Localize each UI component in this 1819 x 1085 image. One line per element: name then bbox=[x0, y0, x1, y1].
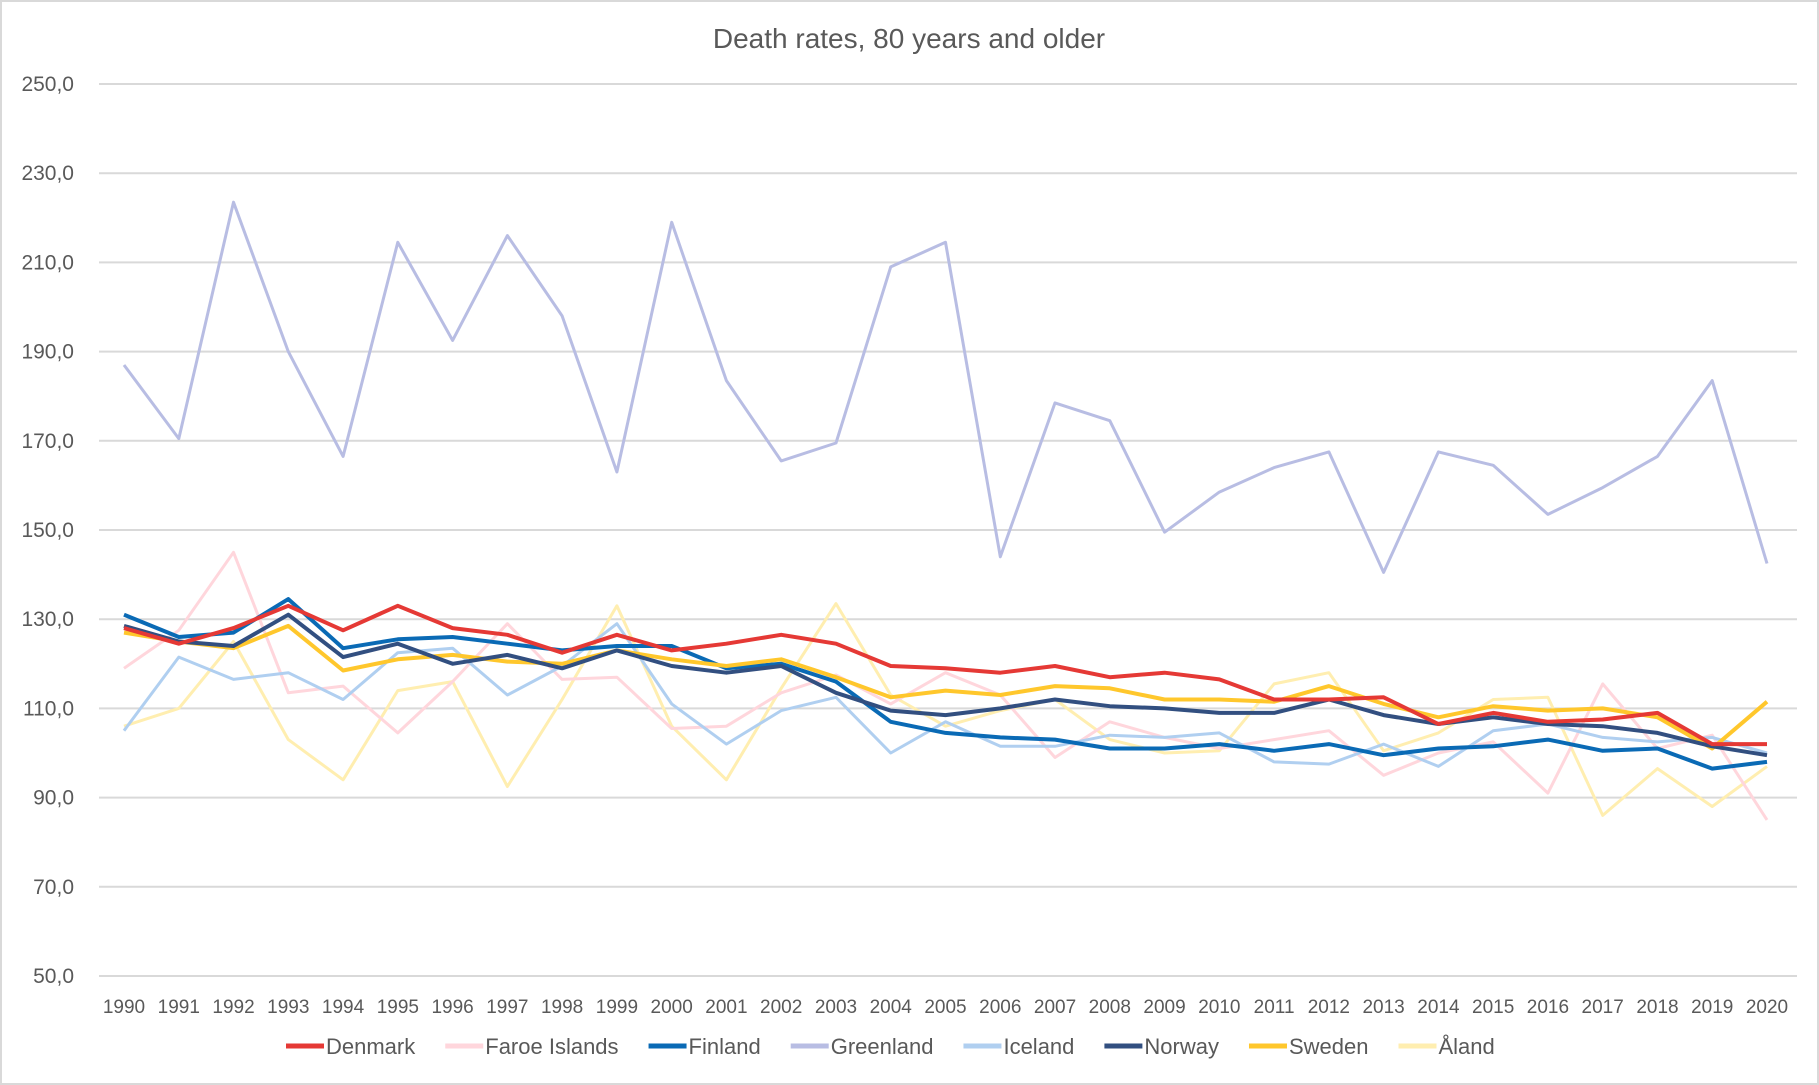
gridlines bbox=[99, 83, 1797, 977]
x-tick-label: 2019 bbox=[1691, 997, 1733, 1018]
x-tick-label: 2002 bbox=[760, 997, 802, 1018]
y-tick-label: 250,0 bbox=[21, 73, 74, 96]
x-tick-label: 1993 bbox=[267, 997, 309, 1018]
x-tick-label: 2003 bbox=[815, 997, 857, 1018]
series-line-sweden bbox=[123, 623, 1769, 751]
x-tick-label: 2006 bbox=[979, 997, 1021, 1018]
y-tick-label: 190,0 bbox=[21, 341, 74, 364]
x-tick-label: 1991 bbox=[158, 997, 200, 1018]
legend-label: Faroe Islands bbox=[485, 1034, 618, 1059]
x-tick-label: 2015 bbox=[1472, 997, 1514, 1018]
series-line-norway bbox=[123, 612, 1768, 758]
legend: Denmark Faroe Islands Finland Greenland Icel… bbox=[286, 1034, 1495, 1059]
x-tick-label: 1996 bbox=[431, 997, 473, 1018]
x-tick-label: 2001 bbox=[705, 997, 747, 1018]
legend-label: Finland bbox=[689, 1034, 761, 1059]
series-line-faroe-islands bbox=[123, 550, 1769, 821]
x-axis-ticks: 1990 1991 1992 1993 1994 1995 1996 1997 1998 1999… bbox=[103, 997, 1788, 1018]
legend-item[interactable]: Finland bbox=[648, 1034, 761, 1059]
y-tick-label: 90,0 bbox=[33, 787, 74, 810]
x-tick-label: 1990 bbox=[103, 997, 145, 1018]
y-tick-label: 110,0 bbox=[23, 697, 74, 720]
legend-label: Denmark bbox=[326, 1034, 416, 1059]
legend-item[interactable]: Faroe Islands bbox=[445, 1034, 619, 1059]
x-tick-label: 1995 bbox=[377, 997, 419, 1018]
legend-item[interactable]: Iceland bbox=[963, 1034, 1074, 1059]
x-tick-label: 2009 bbox=[1143, 997, 1185, 1018]
x-tick-label: 2004 bbox=[870, 997, 913, 1018]
x-tick-label: 2007 bbox=[1034, 997, 1076, 1018]
y-axis-ticks: 50,0 70,0 90,0 110,0 130,0 150,0 170,0 190,0 210… bbox=[21, 73, 74, 988]
legend-item[interactable]: Sweden bbox=[1248, 1034, 1369, 1059]
series-lines bbox=[122, 200, 1769, 821]
legend-label: Åland bbox=[1439, 1034, 1495, 1059]
series-line-greenland bbox=[122, 200, 1769, 574]
legend-item[interactable]: Denmark bbox=[286, 1034, 416, 1059]
x-tick-label: 2010 bbox=[1198, 997, 1240, 1018]
x-tick-label: 2020 bbox=[1746, 997, 1788, 1018]
x-tick-label: 1994 bbox=[322, 997, 365, 1018]
x-tick-label: 2014 bbox=[1417, 997, 1460, 1018]
legend-label: Sweden bbox=[1289, 1034, 1369, 1059]
x-tick-label: 1998 bbox=[541, 997, 583, 1018]
y-tick-label: 170,0 bbox=[21, 430, 74, 453]
legend-label: Norway bbox=[1144, 1034, 1219, 1059]
legend-label: Iceland bbox=[1003, 1034, 1074, 1059]
x-tick-label: 2000 bbox=[651, 997, 693, 1018]
legend-item[interactable]: Greenland bbox=[790, 1034, 934, 1059]
y-tick-label: 50,0 bbox=[33, 965, 74, 988]
y-tick-label: 230,0 bbox=[21, 162, 74, 185]
y-tick-label: 210,0 bbox=[21, 251, 74, 274]
x-tick-label: 2017 bbox=[1582, 997, 1624, 1018]
x-tick-label: 2016 bbox=[1527, 997, 1569, 1018]
x-tick-label: 1999 bbox=[596, 997, 638, 1018]
y-tick-label: 70,0 bbox=[33, 876, 74, 899]
series-line-finland bbox=[123, 597, 1768, 771]
x-tick-label: 2008 bbox=[1089, 997, 1131, 1018]
y-tick-label: 130,0 bbox=[21, 608, 74, 631]
legend-item[interactable]: Åland bbox=[1398, 1034, 1495, 1059]
series-line-denmark bbox=[123, 603, 1767, 747]
x-tick-label: 1992 bbox=[212, 997, 254, 1018]
series-line--land bbox=[123, 602, 1768, 817]
y-tick-label: 150,0 bbox=[21, 519, 74, 542]
x-tick-label: 1997 bbox=[486, 997, 528, 1018]
legend-label: Greenland bbox=[831, 1034, 934, 1059]
x-tick-label: 2005 bbox=[924, 997, 966, 1018]
legend-item[interactable]: Norway bbox=[1104, 1034, 1219, 1059]
x-tick-label: 2018 bbox=[1636, 997, 1678, 1018]
series-line-iceland bbox=[122, 622, 1768, 768]
x-tick-label: 2013 bbox=[1362, 997, 1404, 1018]
x-tick-label: 2012 bbox=[1308, 997, 1350, 1018]
x-tick-label: 2011 bbox=[1254, 997, 1295, 1018]
chart-title: Death rates, 80 years and older bbox=[713, 23, 1105, 54]
